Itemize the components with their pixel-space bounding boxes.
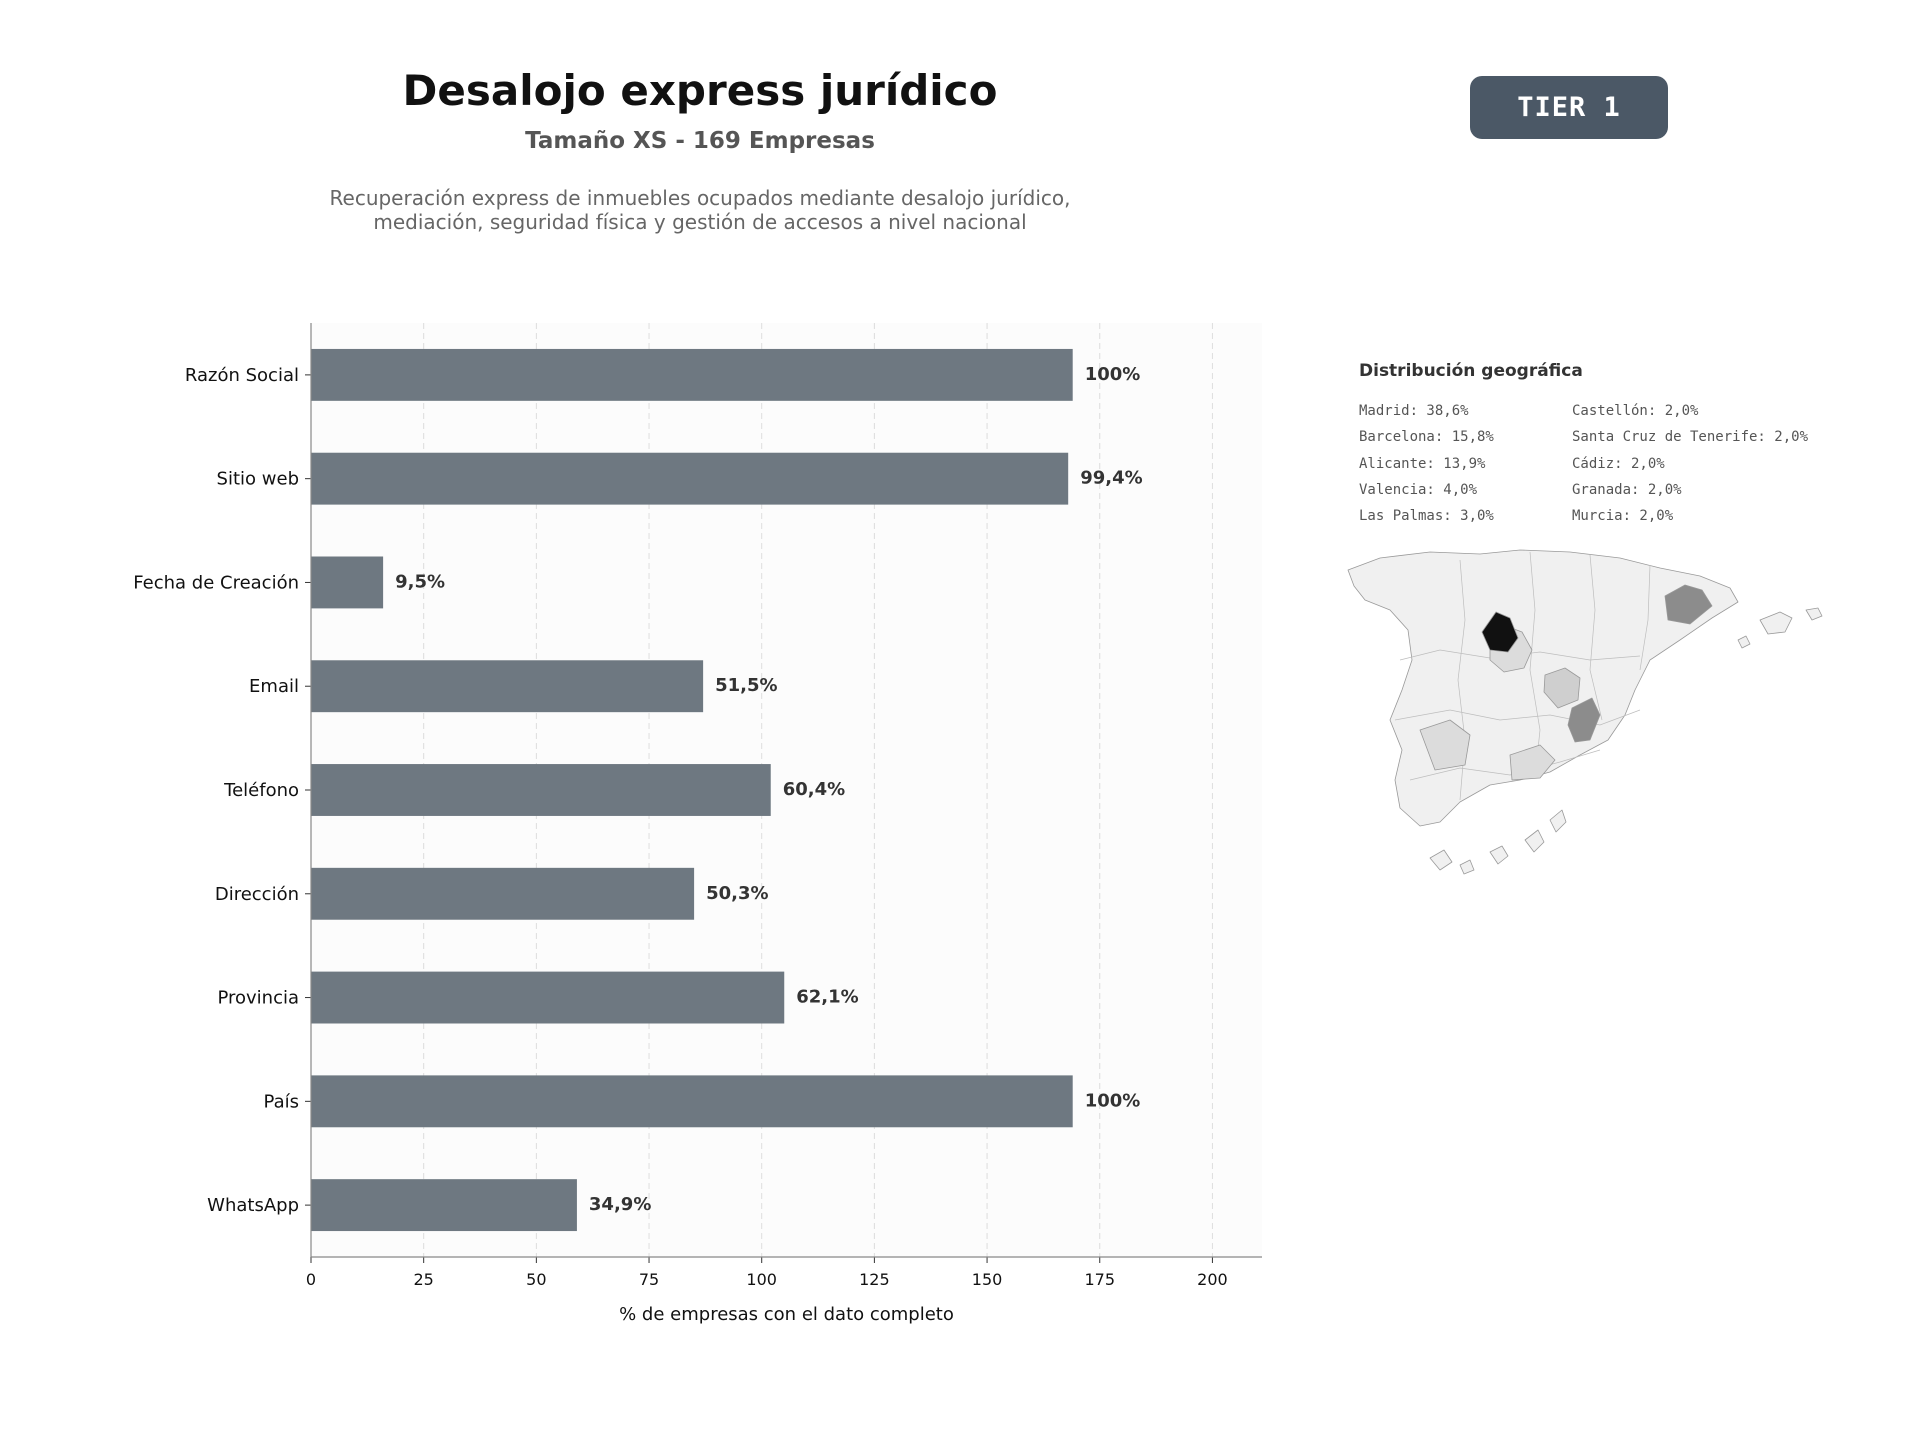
chart-subtitle: Tamaño XS - 169 Empresas — [525, 128, 875, 154]
geo-item: Cádiz: 2,0% — [1572, 455, 1665, 472]
category-label: WhatsApp — [207, 1195, 299, 1216]
data-label: 34,9% — [589, 1194, 651, 1215]
canary-island — [1489, 845, 1509, 865]
x-tick-label: 200 — [1197, 1270, 1228, 1289]
province-barcelona — [1664, 584, 1713, 625]
province-alicante — [1567, 697, 1601, 743]
category-label: Email — [249, 676, 299, 697]
province-other — [1509, 744, 1556, 781]
x-tick-label: 100 — [746, 1270, 777, 1289]
province-border — [1409, 749, 1601, 781]
bar — [311, 971, 785, 1024]
spain-choropleth-map — [1347, 549, 1823, 875]
data-label: 62,1% — [796, 987, 858, 1008]
geo-item: Murcia: 2,0% — [1572, 508, 1674, 525]
category-label: Dirección — [215, 884, 299, 905]
province-other — [1419, 719, 1471, 771]
bar — [311, 1075, 1073, 1128]
bar — [311, 867, 695, 920]
category-label: Fecha de Creación — [133, 572, 299, 593]
province-border — [1394, 709, 1641, 726]
data-label: 99,4% — [1080, 468, 1142, 489]
category-label: Teléfono — [223, 780, 299, 801]
x-tick-label: 175 — [1084, 1270, 1115, 1289]
x-tick-label: 150 — [972, 1270, 1003, 1289]
bar — [311, 452, 1069, 505]
x-tick-label: 50 — [526, 1270, 546, 1289]
bar-chart: 0 25 50 75 100 125 150 175 200 Razón Social 100% Si… — [133, 323, 1262, 1325]
chart-title: Desalojo express jurídico — [402, 66, 998, 115]
balearic-island — [1737, 635, 1751, 649]
data-label: 60,4% — [783, 779, 845, 800]
tier-badge: TIER 1 — [1470, 76, 1668, 139]
chart-description: Recuperación express de inmuebles ocupad… — [250, 186, 1150, 234]
canary-island — [1459, 859, 1475, 875]
geo-item: Madrid: 38,6% — [1359, 403, 1469, 419]
geo-item: Las Palmas: 3,0% — [1359, 508, 1494, 525]
description-line-2: mediación, seguridad física y gestión de… — [373, 210, 1027, 234]
bar — [311, 348, 1073, 401]
x-tick-label: 25 — [413, 1270, 433, 1289]
data-label: 100% — [1085, 1090, 1141, 1111]
geo-distribution-title: Distribución geográfica — [1359, 361, 1583, 381]
geo-item: Barcelona: 15,8% — [1359, 429, 1494, 446]
category-label: Sitio web — [217, 469, 299, 490]
balearic-island — [1759, 611, 1793, 635]
category-label: Provincia — [217, 988, 299, 1009]
bar — [311, 1179, 577, 1232]
province-madrid — [1481, 611, 1519, 653]
province-border — [1639, 564, 1651, 671]
geo-list-column-1: Madrid: 38,6% Barcelona: 15,8% Alicante:… — [1359, 398, 1494, 529]
x-tick-label: 0 — [306, 1270, 316, 1289]
category-label: Razón Social — [185, 365, 299, 386]
geo-item: Santa Cruz de Tenerife: 2,0% — [1572, 429, 1809, 446]
description-line-1: Recuperación express de inmuebles ocupad… — [329, 186, 1071, 210]
geo-list-column-2: Castellón: 2,0% Santa Cruz de Tenerife: … — [1572, 398, 1808, 529]
x-tick-label: 75 — [639, 1270, 659, 1289]
geo-item: Granada: 2,0% — [1572, 481, 1682, 498]
category-label: País — [264, 1091, 299, 1112]
bar — [311, 556, 384, 609]
data-label: 51,5% — [715, 675, 777, 696]
province-valencia — [1543, 667, 1581, 709]
province-border — [1589, 554, 1603, 721]
geo-item: Castellón: 2,0% — [1572, 403, 1699, 419]
bar — [311, 764, 771, 816]
balearic-island — [1805, 607, 1823, 621]
geo-item: Valencia: 4,0% — [1359, 481, 1478, 498]
x-axis-label: % de empresas con el dato completo — [619, 1304, 954, 1325]
data-label: 50,3% — [706, 883, 768, 904]
data-label: 100% — [1085, 364, 1141, 385]
geo-item: Alicante: 13,9% — [1359, 455, 1486, 472]
data-label: 9,5% — [395, 571, 445, 592]
canary-island — [1549, 809, 1567, 833]
canary-island — [1429, 849, 1453, 871]
canary-island — [1524, 829, 1545, 853]
x-tick-label: 125 — [859, 1270, 890, 1289]
bar — [311, 660, 704, 713]
